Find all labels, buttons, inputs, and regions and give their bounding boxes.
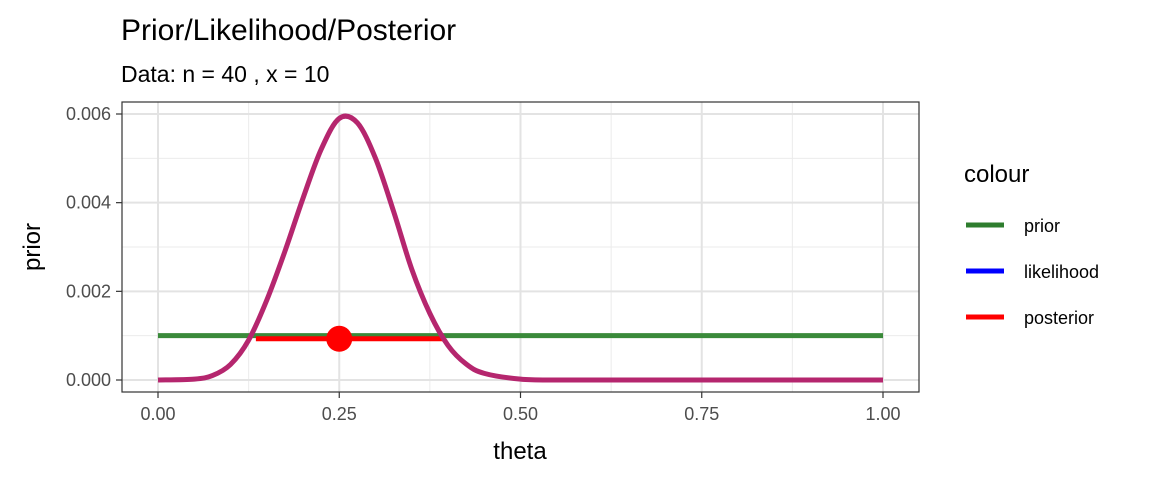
x-tick-label: 1.00 bbox=[865, 404, 900, 424]
grid bbox=[122, 102, 919, 392]
x-axis-title: theta bbox=[493, 438, 547, 465]
x-tick-label: 0.25 bbox=[322, 404, 357, 424]
posterior-point bbox=[326, 325, 353, 352]
legend-entries: prior likelihood posterior bbox=[966, 216, 1099, 328]
y-axis: 0.000 0.002 0.004 0.006 bbox=[66, 104, 122, 390]
y-tick-label: 0.006 bbox=[66, 104, 111, 124]
legend-label-likelihood: likelihood bbox=[1024, 262, 1099, 282]
y-tick-label: 0.004 bbox=[66, 193, 111, 213]
x-tick-label: 0.00 bbox=[140, 404, 175, 424]
y-tick-label: 0.000 bbox=[66, 370, 111, 390]
y-tick-label: 0.002 bbox=[66, 281, 111, 301]
legend-label-posterior: posterior bbox=[1024, 308, 1094, 328]
legend: colour prior likelihood posterior bbox=[964, 161, 1099, 328]
x-axis: 0.00 0.25 0.50 0.75 1.00 bbox=[140, 392, 901, 424]
x-tick-label: 0.75 bbox=[684, 404, 719, 424]
series-layer bbox=[157, 113, 883, 383]
chart-title: Prior/Likelihood/Posterior bbox=[121, 14, 456, 47]
chart-subtitle: Data: n = 40 , x = 10 bbox=[121, 61, 329, 87]
posterior-line bbox=[157, 113, 883, 383]
legend-title: colour bbox=[964, 161, 1029, 188]
y-axis-title: prior bbox=[19, 223, 46, 271]
legend-label-prior: prior bbox=[1024, 216, 1060, 236]
x-tick-label: 0.50 bbox=[503, 404, 538, 424]
